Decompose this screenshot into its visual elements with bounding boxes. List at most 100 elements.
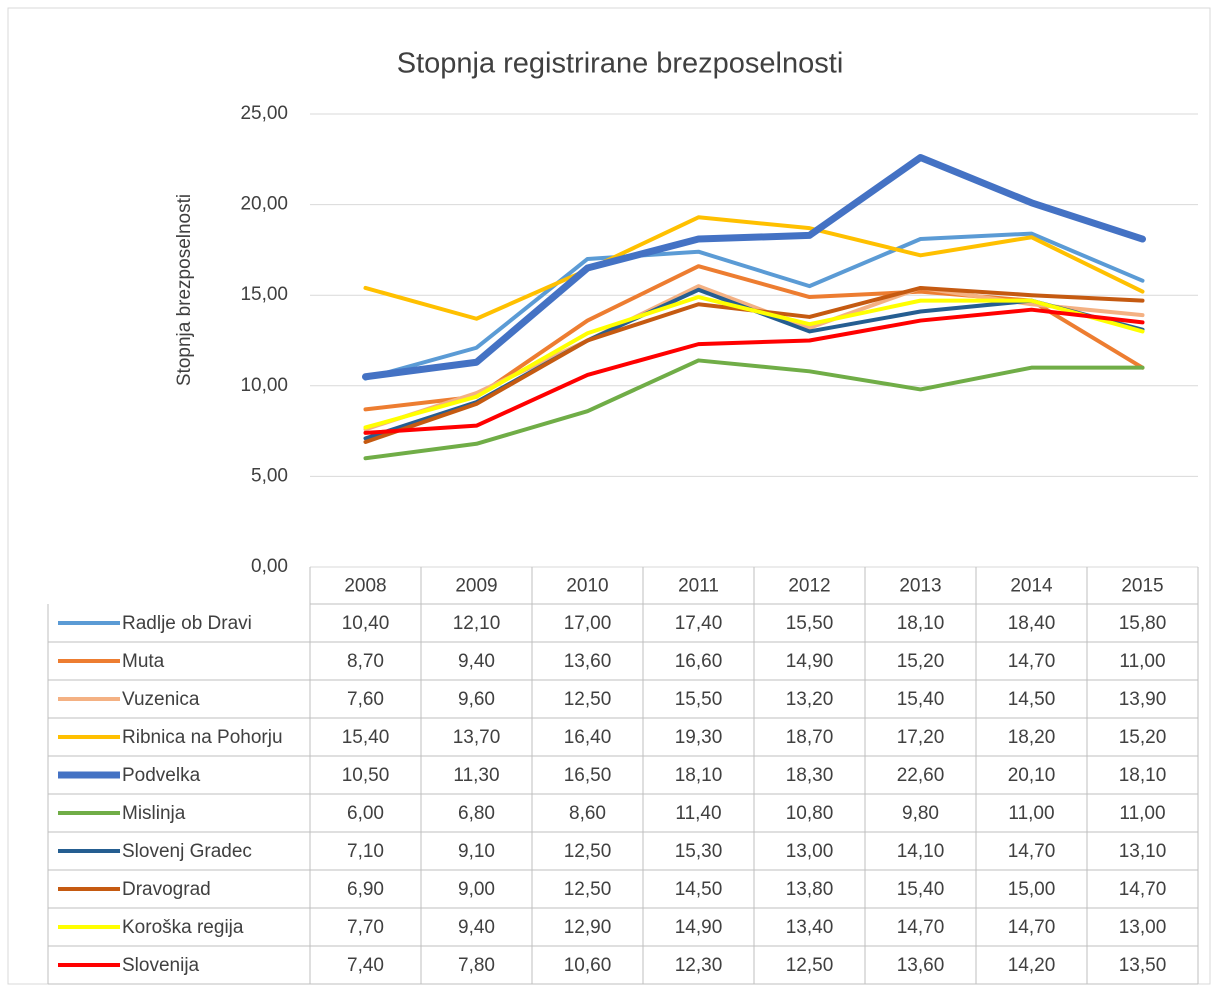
table-value: 14,10 xyxy=(897,841,945,862)
legend-label: Ribnica na Pohorju xyxy=(122,727,283,748)
table-value: 8,70 xyxy=(347,651,384,672)
y-tick-label: 0,00 xyxy=(251,556,288,577)
table-value: 13,60 xyxy=(897,955,945,976)
y-tick-label: 20,00 xyxy=(240,194,288,215)
y-tick-label: 10,00 xyxy=(240,375,288,396)
table-value: 14,90 xyxy=(675,917,723,938)
legend-label: Slovenija xyxy=(122,955,200,976)
table-value: 15,40 xyxy=(897,689,945,710)
y-axis-label: Stopnja brezposelnosti xyxy=(174,194,195,386)
table-value: 13,00 xyxy=(1119,917,1167,938)
table-value: 15,40 xyxy=(897,879,945,900)
x-tick-label: 2010 xyxy=(566,576,608,597)
legend-label: Slovenj Gradec xyxy=(122,841,252,862)
chart-border xyxy=(7,7,1211,985)
table-value: 14,70 xyxy=(1008,841,1056,862)
table-value: 16,50 xyxy=(564,765,612,786)
table-value: 18,10 xyxy=(897,613,945,634)
table-value: 15,30 xyxy=(675,841,723,862)
table-value: 17,00 xyxy=(564,613,612,634)
y-tick-label: 15,00 xyxy=(240,284,288,305)
table-value: 22,60 xyxy=(897,765,945,786)
y-tick-label: 5,00 xyxy=(251,465,288,486)
table-value: 9,00 xyxy=(458,879,495,900)
table-value: 12,30 xyxy=(675,955,723,976)
series-line xyxy=(363,307,1145,435)
table-value: 12,90 xyxy=(564,917,612,938)
series-line xyxy=(363,215,1145,321)
legend-label: Koroška regija xyxy=(122,917,244,938)
table-value: 10,80 xyxy=(786,803,834,824)
table-value: 12,50 xyxy=(564,879,612,900)
table-value: 7,60 xyxy=(347,689,384,710)
table-value: 15,00 xyxy=(1008,879,1056,900)
table-value: 12,50 xyxy=(564,689,612,710)
table-value: 10,60 xyxy=(564,955,612,976)
table-value: 14,70 xyxy=(1008,917,1056,938)
table-value: 11,00 xyxy=(1119,803,1165,824)
series-line xyxy=(362,153,1146,381)
table-value: 15,20 xyxy=(1119,727,1167,748)
table-value: 11,00 xyxy=(1119,651,1165,672)
legend-label: Radlje ob Dravi xyxy=(122,613,252,634)
table-value: 18,70 xyxy=(786,727,834,748)
table-value: 9,80 xyxy=(902,803,939,824)
table-value: 14,50 xyxy=(1008,689,1056,710)
table-value: 13,00 xyxy=(786,841,834,862)
table-value: 7,40 xyxy=(347,955,384,976)
table-value: 6,80 xyxy=(458,803,495,824)
table-value: 13,40 xyxy=(786,917,834,938)
table-value: 18,30 xyxy=(786,765,834,786)
table-value: 15,40 xyxy=(342,727,390,748)
table-value: 13,50 xyxy=(1119,955,1167,976)
table-value: 20,10 xyxy=(1008,765,1056,786)
table-value: 14,20 xyxy=(1008,955,1056,976)
table-value: 6,00 xyxy=(347,803,384,824)
table-value: 13,10 xyxy=(1119,841,1167,862)
table-value: 17,20 xyxy=(897,727,945,748)
table-value: 13,20 xyxy=(786,689,834,710)
table-value: 14,90 xyxy=(786,651,834,672)
chart-title: Stopnja registrirane brezposelnosti xyxy=(397,48,844,80)
table-value: 9,60 xyxy=(458,689,495,710)
table-value: 12,50 xyxy=(786,955,834,976)
x-tick-label: 2014 xyxy=(1010,576,1053,597)
table-value: 13,70 xyxy=(453,727,501,748)
table-value: 7,10 xyxy=(347,841,384,862)
table-value: 11,40 xyxy=(675,803,721,824)
table-value: 14,70 xyxy=(897,917,945,938)
table-value: 14,70 xyxy=(1119,879,1167,900)
table-value: 13,90 xyxy=(1119,689,1167,710)
x-tick-label: 2009 xyxy=(455,576,497,597)
table-value: 19,30 xyxy=(675,727,723,748)
x-tick-label: 2015 xyxy=(1121,576,1163,597)
table-value: 14,50 xyxy=(675,879,723,900)
table-value: 7,70 xyxy=(347,917,384,938)
table-value: 16,40 xyxy=(564,727,612,748)
series-line xyxy=(363,358,1145,461)
legend-label: Vuzenica xyxy=(122,689,200,710)
table-value: 15,50 xyxy=(675,689,723,710)
x-tick-label: 2008 xyxy=(344,576,386,597)
table-value: 9,40 xyxy=(458,917,495,938)
table-value: 16,60 xyxy=(675,651,723,672)
legend-label: Mislinja xyxy=(122,803,186,824)
series-line xyxy=(363,231,1145,381)
table-value: 9,10 xyxy=(458,841,495,862)
table-value: 18,40 xyxy=(1008,613,1056,634)
table-value: 15,20 xyxy=(897,651,945,672)
table-value: 6,90 xyxy=(347,879,384,900)
table-value: 13,80 xyxy=(786,879,834,900)
table-value: 14,70 xyxy=(1008,651,1056,672)
table-value: 17,40 xyxy=(675,613,723,634)
table-value: 15,50 xyxy=(786,613,834,634)
table-value: 18,10 xyxy=(1119,765,1167,786)
series-line xyxy=(363,295,1145,430)
table-value: 18,10 xyxy=(675,765,723,786)
x-tick-label: 2011 xyxy=(678,576,719,597)
legend-label: Dravograd xyxy=(122,879,211,900)
table-value: 10,50 xyxy=(342,765,390,786)
table-value: 15,80 xyxy=(1119,613,1167,634)
table-value: 11,30 xyxy=(453,765,499,786)
legend-label: Muta xyxy=(122,651,165,672)
